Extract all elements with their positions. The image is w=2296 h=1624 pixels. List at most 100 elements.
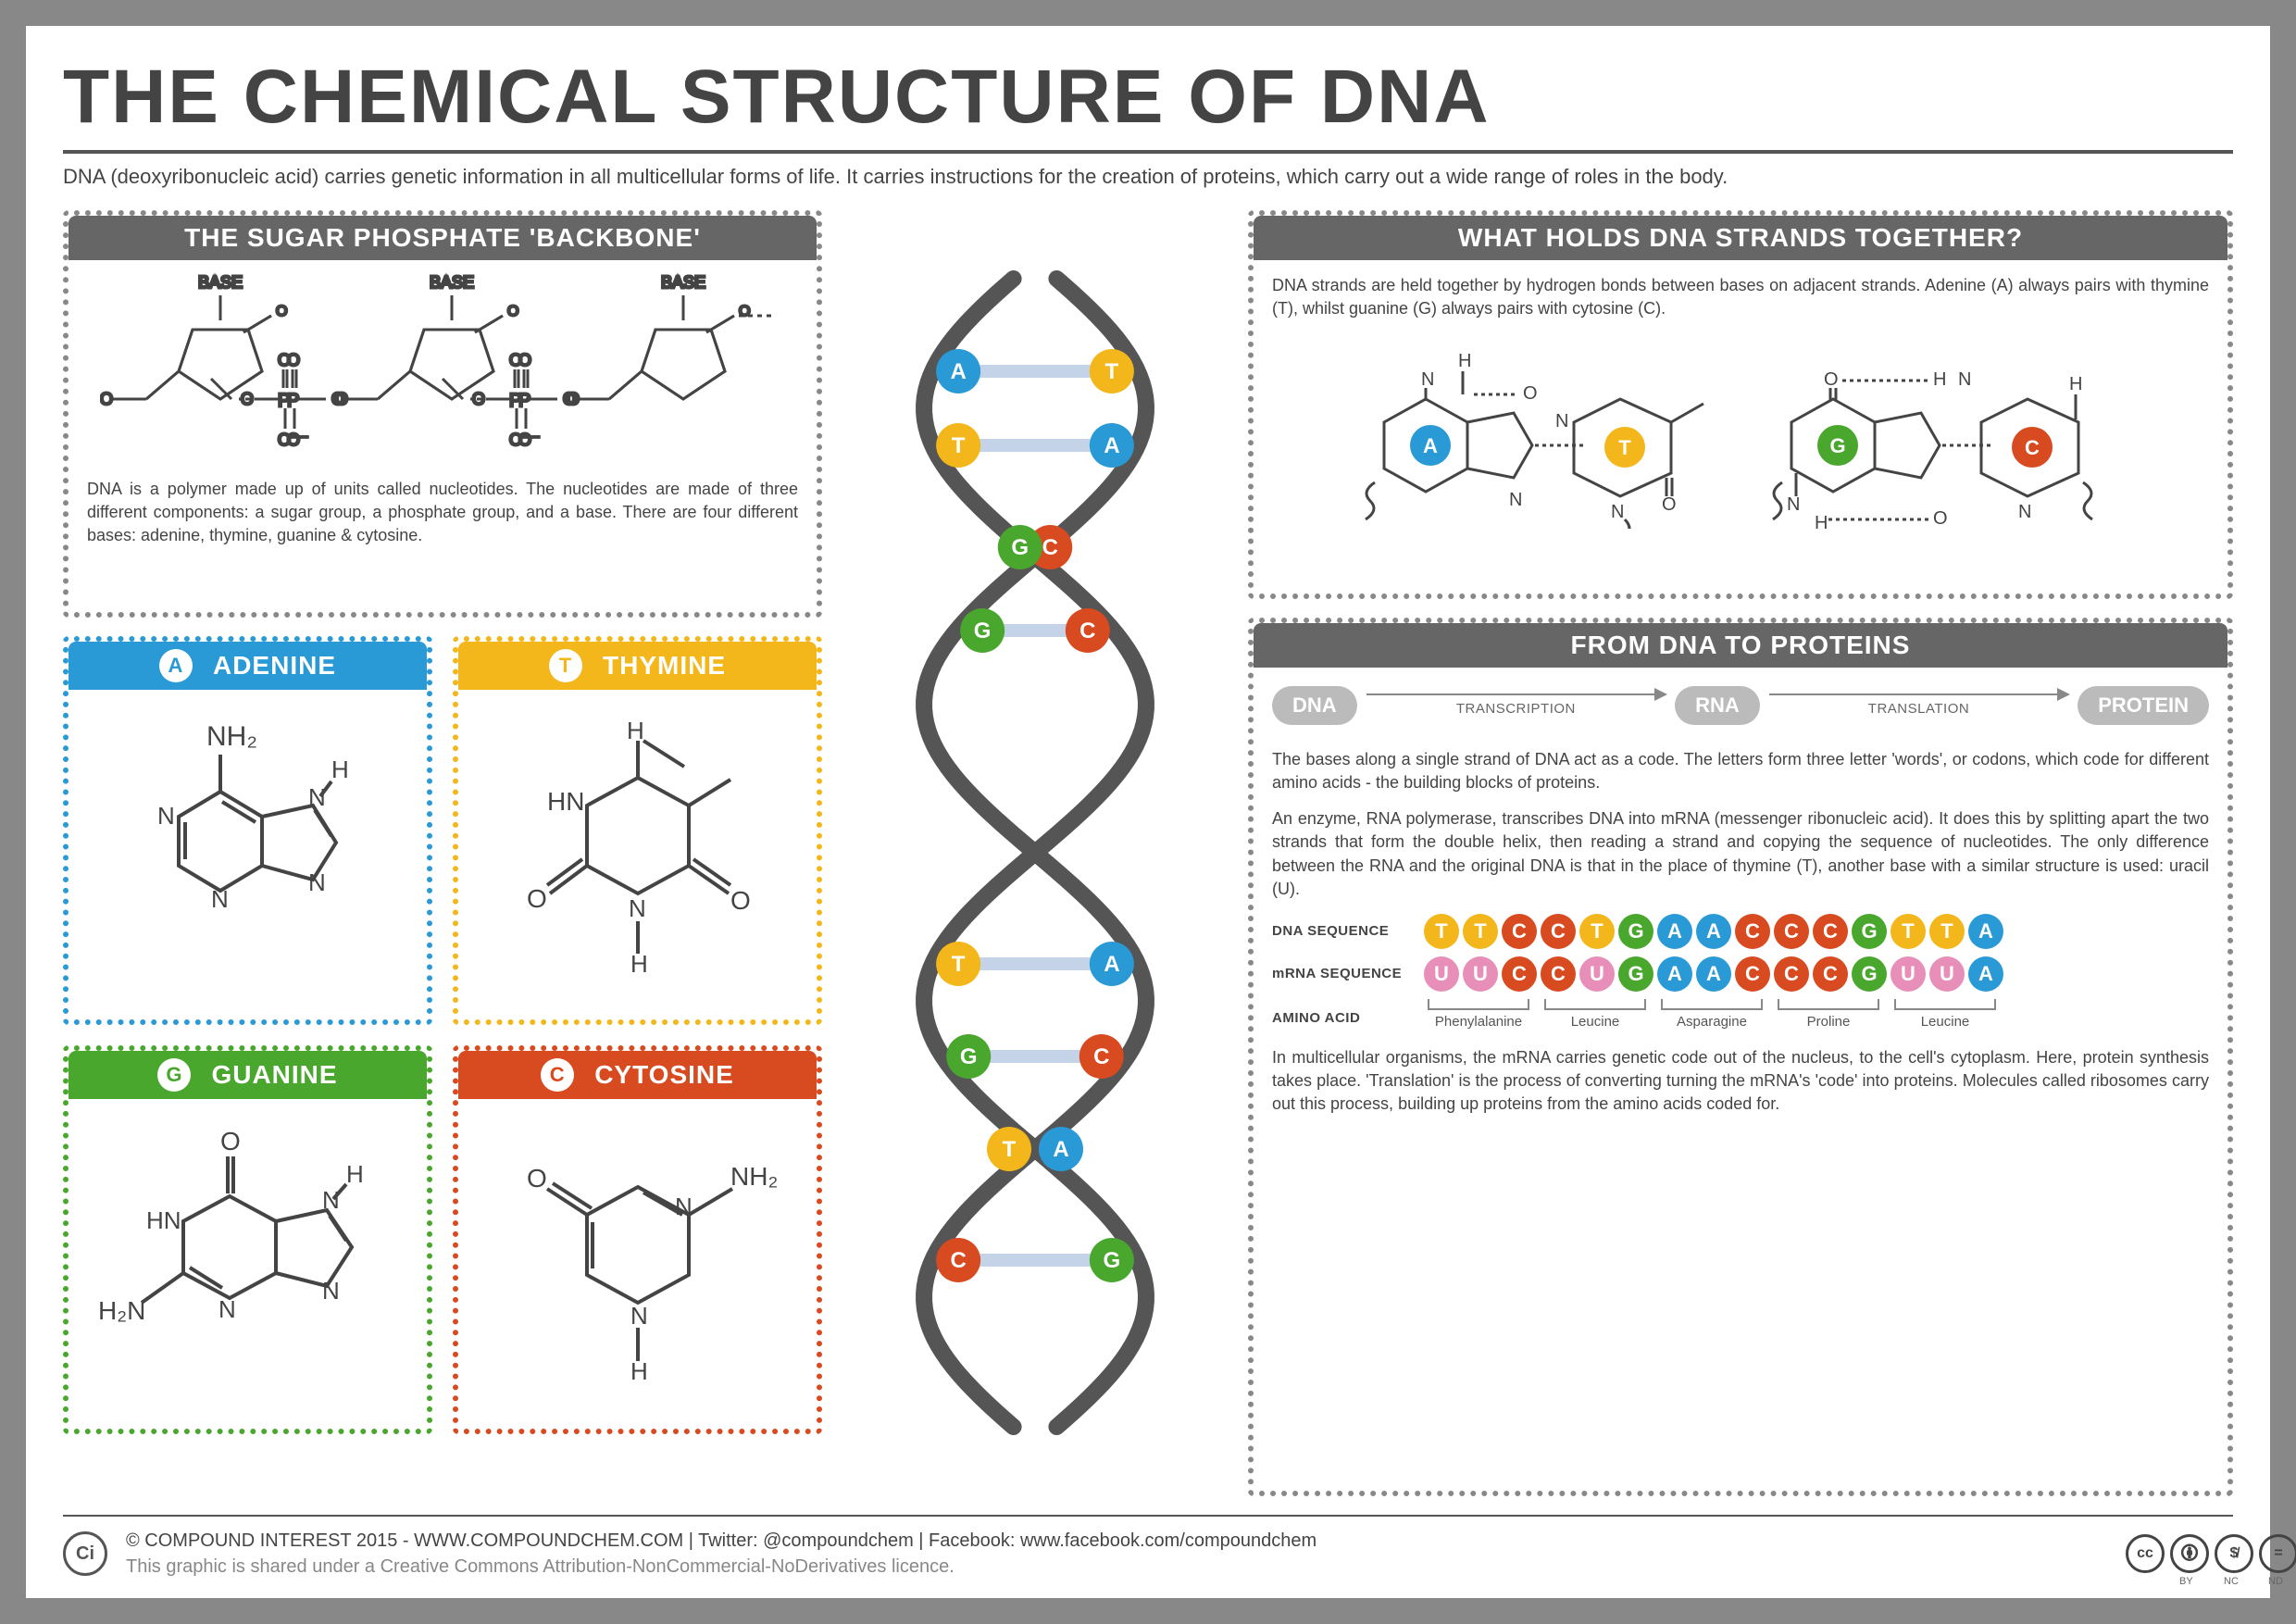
mrna-seq-row: mRNA SEQUENCE UUCCUGAACCCGUUA xyxy=(1272,956,2209,992)
svg-text:O⁻: O⁻ xyxy=(518,431,541,449)
cytosine-name: CYTOSINE xyxy=(594,1060,734,1090)
amino-acid-group: Proline xyxy=(1770,999,1887,1030)
svg-text:H: H xyxy=(630,950,648,978)
cc-icon-nd: = xyxy=(2259,1534,2296,1573)
cc-icon-by: 🅯 xyxy=(2170,1534,2209,1573)
svg-text:N: N xyxy=(308,783,326,811)
guanine-panel: G GUANINE O HN N H₂N N N xyxy=(63,1045,432,1434)
dna-seq-row: DNA SEQUENCE TTCCTGAACCCGTTA xyxy=(1272,914,2209,949)
svg-text:H: H xyxy=(346,1160,364,1188)
seq-base-C: C xyxy=(1774,914,1809,949)
svg-text:BASE: BASE xyxy=(198,273,243,292)
adenine-structure: NH₂ N N N N H xyxy=(87,704,408,1001)
svg-text:N: N xyxy=(211,885,229,913)
svg-text:O: O xyxy=(276,304,287,319)
svg-text:O: O xyxy=(287,351,300,369)
amino-acid-row: AMINO ACID PhenylalanineLeucineAsparagin… xyxy=(1272,999,2209,1030)
seq-base-T: T xyxy=(1424,914,1459,949)
base-grid: A ADENINE NH₂ N N N N H xyxy=(63,636,822,1434)
seq-base-G: G xyxy=(1852,956,1887,992)
seq-base-U: U xyxy=(1890,956,1926,992)
guanine-header: G GUANINE xyxy=(69,1051,427,1099)
thymine-name: THYMINE xyxy=(603,651,726,681)
seq-base-U: U xyxy=(1579,956,1615,992)
seq-base-C: C xyxy=(1813,914,1848,949)
svg-text:T: T xyxy=(1003,1137,1017,1162)
outer-frame: THE CHEMICAL STRUCTURE OF DNA DNA (deoxy… xyxy=(0,0,2296,1624)
bonds-header: WHAT HOLDS DNA STRANDS TOGETHER? xyxy=(1254,216,2227,260)
backbone-header: THE SUGAR PHOSPHATE 'BACKBONE' xyxy=(69,216,817,260)
svg-text:A: A xyxy=(1423,434,1438,457)
seq-base-T: T xyxy=(1890,914,1926,949)
proteins-header: FROM DNA TO PROTEINS xyxy=(1254,623,2227,668)
svg-text:N: N xyxy=(2018,502,2031,522)
amino-acid-group: Leucine xyxy=(1887,999,2003,1030)
svg-text:N: N xyxy=(1958,369,1971,390)
svg-text:O: O xyxy=(527,884,547,913)
footer: Ci © COMPOUND INTEREST 2015 - WWW.COMPOU… xyxy=(63,1515,2233,1580)
backbone-panel: THE SUGAR PHOSPHATE 'BACKBONE' BASE O O … xyxy=(63,210,822,618)
svg-text:O: O xyxy=(472,390,485,408)
cytosine-header: C CYTOSINE xyxy=(458,1051,817,1099)
flow-rna: RNA xyxy=(1675,686,1760,725)
seq-base-A: A xyxy=(1696,914,1731,949)
seq-base-C: C xyxy=(1541,956,1576,992)
proteins-panel: FROM DNA TO PROTEINS DNA TRANSCRIPTION R… xyxy=(1248,618,2233,1496)
svg-text:N: N xyxy=(1509,490,1522,510)
svg-text:C: C xyxy=(950,1248,966,1273)
seq-base-A: A xyxy=(1968,956,2003,992)
svg-text:P: P xyxy=(518,391,530,411)
cytosine-letter-icon: C xyxy=(541,1058,574,1092)
thymine-header: T THYMINE xyxy=(458,642,817,690)
seq-base-C: C xyxy=(1541,914,1576,949)
svg-text:C: C xyxy=(2025,436,2040,459)
cc-icons: cc 🅯 $̸ = xyxy=(2126,1534,2296,1573)
cytosine-structure: N N H O NH₂ xyxy=(477,1113,798,1410)
svg-text:N: N xyxy=(1555,411,1568,431)
page-title: THE CHEMICAL STRUCTURE OF DNA xyxy=(63,54,2233,154)
dna-helix: ATTACGGCTAGCATCG xyxy=(859,260,1211,1445)
svg-text:T: T xyxy=(1618,436,1631,459)
thymine-letter-icon: T xyxy=(549,649,582,682)
seq-base-C: C xyxy=(1813,956,1848,992)
seq-base-T: T xyxy=(1463,914,1498,949)
aa-label: AMINO ACID xyxy=(1272,999,1420,1026)
svg-text:O: O xyxy=(241,390,254,408)
svg-text:G: G xyxy=(1011,535,1029,560)
svg-text:H: H xyxy=(1458,351,1471,371)
svg-text:N: N xyxy=(630,1302,648,1330)
flow-protein: PROTEIN xyxy=(2078,686,2209,725)
guanine-letter-icon: G xyxy=(157,1058,191,1092)
svg-text:O: O xyxy=(335,390,348,408)
seq-base-C: C xyxy=(1774,956,1809,992)
svg-text:T: T xyxy=(952,952,966,977)
flow-row: DNA TRANSCRIPTION RNA TRANSLATION PROTEI… xyxy=(1272,686,2209,725)
seq-base-U: U xyxy=(1424,956,1459,992)
adenine-panel: A ADENINE NH₂ N N N N H xyxy=(63,636,432,1025)
svg-text:BASE: BASE xyxy=(661,273,705,292)
adenine-name: ADENINE xyxy=(213,651,336,681)
svg-text:H: H xyxy=(630,1357,648,1385)
svg-text:N: N xyxy=(1421,369,1434,390)
page-subtitle: DNA (deoxyribonucleic acid) carries gene… xyxy=(63,163,2233,192)
svg-text:H₂N: H₂N xyxy=(98,1296,145,1325)
right-column: WHAT HOLDS DNA STRANDS TOGETHER? DNA str… xyxy=(1248,210,2233,1496)
seq-base-G: G xyxy=(1618,956,1653,992)
svg-text:O: O xyxy=(1523,383,1538,404)
seq-base-G: G xyxy=(1618,914,1653,949)
flow-transcription: TRANSCRIPTION xyxy=(1456,701,1576,717)
svg-text:P: P xyxy=(287,391,299,411)
svg-text:N: N xyxy=(322,1186,340,1214)
cc-icon-cc: cc xyxy=(2126,1534,2165,1573)
flow-dna: DNA xyxy=(1272,686,1357,725)
svg-text:O: O xyxy=(730,886,751,915)
amino-acid-group: Asparagine xyxy=(1653,999,1770,1030)
svg-text:N: N xyxy=(629,894,646,922)
bonds-text: DNA strands are held together by hydroge… xyxy=(1272,274,2209,320)
svg-text:O: O xyxy=(1662,494,1677,515)
helix-column: ATTACGGCTAGCATCG xyxy=(850,210,1220,1496)
footer-line1: © COMPOUND INTEREST 2015 - WWW.COMPOUNDC… xyxy=(126,1528,2107,1554)
svg-text:BASE: BASE xyxy=(430,273,474,292)
svg-text:O: O xyxy=(567,390,580,408)
seq-base-C: C xyxy=(1735,956,1770,992)
